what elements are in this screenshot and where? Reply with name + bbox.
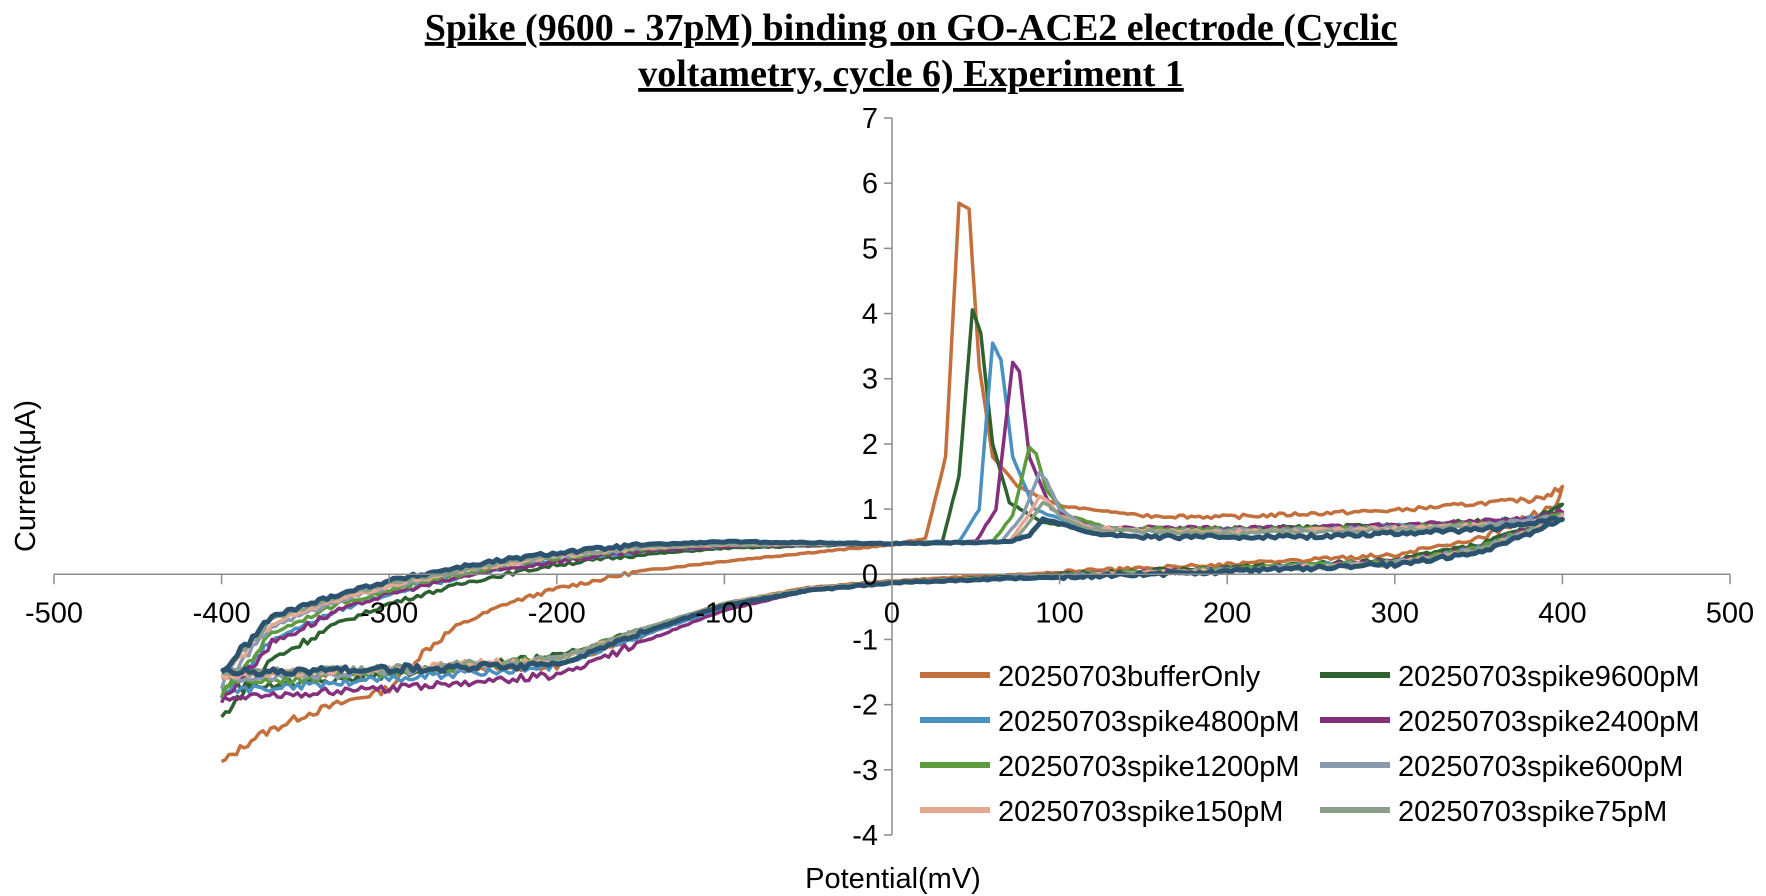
x-tick-label: 400	[1538, 597, 1586, 629]
x-tick-label: 100	[1035, 597, 1083, 629]
x-tick-label: -100	[695, 597, 753, 629]
plot-area	[219, 201, 1565, 764]
legend-entry: 20250703spike9600pM	[1320, 661, 1700, 693]
y-tick-label: -1	[852, 624, 878, 656]
legend-entry: 20250703spike600pM	[1320, 751, 1683, 783]
y-tick-label: 1	[862, 494, 878, 526]
legend-label: 20250703spike4800pM	[998, 706, 1300, 738]
x-tick-label: -500	[25, 597, 83, 629]
y-tick-label: 3	[862, 364, 878, 396]
x-tick-label: 200	[1203, 597, 1251, 629]
legend-entry: 20250703spike75pM	[1320, 796, 1667, 828]
x-tick-label: -300	[360, 597, 418, 629]
x-tick-label: 0	[884, 597, 900, 629]
y-tick-label: 0	[862, 559, 878, 591]
legend-label: 20250703spike600pM	[1398, 751, 1683, 783]
legend-entry: 20250703bufferOnly	[920, 661, 1261, 693]
y-axis-label: Current(μA)	[10, 400, 42, 552]
legend-label: 20250703spike9600pM	[1398, 661, 1700, 693]
y-tick-label: -3	[852, 755, 878, 787]
tick-labels: -500 -400 -300 -200 -100 0 100 200 300 400 500 -4 -3…	[25, 103, 1754, 852]
x-tick-label: 500	[1706, 597, 1754, 629]
x-tick-label: -200	[528, 597, 586, 629]
legend-label: 20250703spike1200pM	[998, 751, 1300, 783]
legend-entry: 20250703spike1200pM	[920, 751, 1300, 783]
x-tick-label: 300	[1371, 597, 1419, 629]
legend-label: 20250703spike2400pM	[1398, 706, 1700, 738]
x-axis-label: Potential(mV)	[805, 863, 981, 895]
legend-label: 20250703spike75pM	[1398, 796, 1667, 828]
series-line-unlabeled	[220, 515, 1565, 678]
legend-label: 20250703spike150pM	[998, 796, 1283, 828]
y-tick-label: 6	[862, 168, 878, 200]
x-tick-label: -400	[193, 597, 251, 629]
y-tick-label: -2	[852, 690, 878, 722]
chart-title-line-1: Spike (9600 - 37pM) binding on GO-ACE2 e…	[425, 7, 1398, 49]
y-tick-label: 5	[862, 233, 878, 265]
y-tick-label: 2	[862, 429, 878, 461]
legend-entry: 20250703spike2400pM	[1320, 706, 1700, 738]
chart-title-line-2: voltametry, cycle 6) Experiment 1	[638, 53, 1184, 95]
legend-entry: 20250703spike4800pM	[920, 706, 1300, 738]
legend-label: 20250703bufferOnly	[998, 661, 1261, 693]
legend: 20250703bufferOnly 20250703spike9600pM 202…	[920, 661, 1700, 828]
y-tick-label: 4	[862, 299, 878, 331]
y-tick-label: 7	[862, 103, 878, 135]
y-tick-label: -4	[852, 820, 878, 852]
legend-entry: 20250703spike150pM	[920, 796, 1283, 828]
